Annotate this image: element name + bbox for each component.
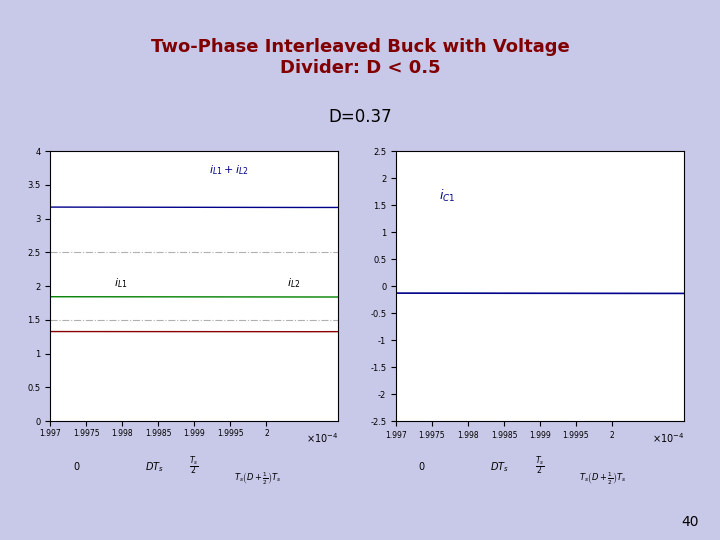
Text: $i_{L1}$: $i_{L1}$ bbox=[114, 276, 127, 290]
Text: $\times 10^{-4}$: $\times 10^{-4}$ bbox=[652, 431, 684, 445]
Text: $DT_s$: $DT_s$ bbox=[145, 460, 163, 474]
Text: $DT_s$: $DT_s$ bbox=[490, 460, 509, 474]
Text: 0: 0 bbox=[73, 462, 79, 472]
Text: 40: 40 bbox=[681, 515, 698, 529]
Text: $\times 10^{-4}$: $\times 10^{-4}$ bbox=[306, 431, 338, 445]
Text: $\frac{T_s}{2}$: $\frac{T_s}{2}$ bbox=[189, 455, 199, 477]
Text: Two-Phase Interleaved Buck with Voltage
Divider: D < 0.5: Two-Phase Interleaved Buck with Voltage … bbox=[150, 38, 570, 77]
Text: $i_{L2}$: $i_{L2}$ bbox=[287, 276, 300, 290]
Text: $i_{C1}$: $i_{C1}$ bbox=[439, 188, 456, 204]
Text: $T_s\left(D+\frac{1}{2}\right)T_s$: $T_s\left(D+\frac{1}{2}\right)T_s$ bbox=[234, 470, 282, 487]
Text: 0: 0 bbox=[419, 462, 425, 472]
Text: D=0.37: D=0.37 bbox=[328, 108, 392, 126]
Text: $\frac{T_s}{2}$: $\frac{T_s}{2}$ bbox=[535, 455, 545, 477]
Text: $i_{L1}+i_{L2}$: $i_{L1}+i_{L2}$ bbox=[209, 163, 248, 177]
Text: $T_s\left(D+\frac{1}{2}\right)T_s$: $T_s\left(D+\frac{1}{2}\right)T_s$ bbox=[580, 470, 627, 487]
